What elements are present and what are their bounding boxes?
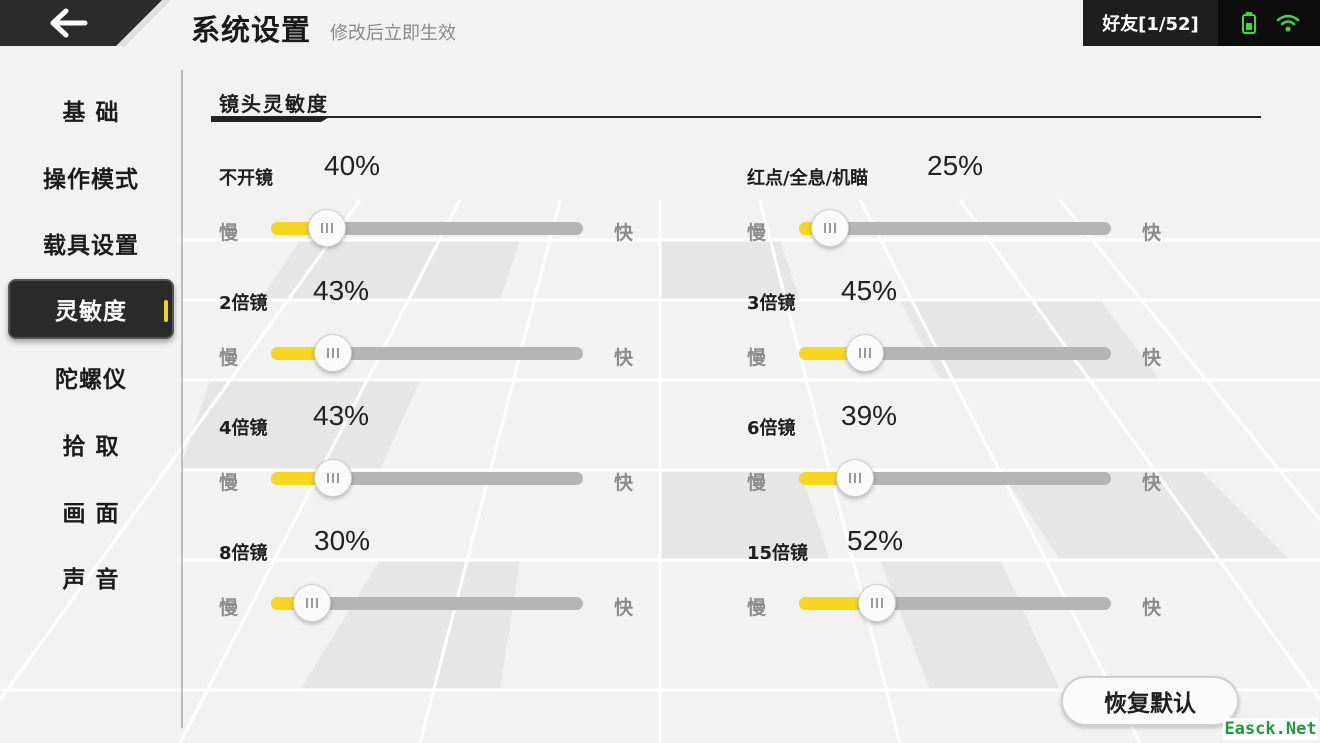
sidebar-item-gyroscope[interactable]: 陀螺仪 — [55, 367, 127, 393]
sidebar-item-sound[interactable]: 声 音 — [62, 567, 120, 593]
setting-label: 3倍镜 — [747, 293, 796, 314]
watermark: Easck.Net — [1223, 718, 1318, 740]
sidebar: 基 础 操作模式 载具设置 灵敏度 陀螺仪 拾 取 画 面 声 音 — [0, 70, 182, 730]
grip-icon — [305, 598, 318, 608]
sidebar-item-vehicle[interactable]: 载具设置 — [43, 233, 139, 259]
sensitivity-slider[interactable] — [271, 209, 583, 247]
sidebar-item-control-mode[interactable]: 操作模式 — [43, 167, 139, 193]
setting-label: 6倍镜 — [747, 418, 796, 439]
grip-icon — [849, 473, 862, 483]
sensitivity-slider[interactable] — [271, 459, 583, 497]
slider-thumb[interactable] — [292, 584, 331, 622]
back-button[interactable] — [0, 0, 150, 46]
sensitivity-slider[interactable] — [799, 459, 1111, 497]
sensitivity-setting: 6倍镜 39% 慢 快 — [739, 400, 1209, 500]
sensitivity-setting: 4倍镜 43% 慢 快 — [211, 400, 681, 500]
setting-label: 红点/全息/机瞄 — [747, 168, 869, 189]
sensitivity-setting: 8倍镜 30% 慢 快 — [211, 525, 681, 625]
sensitivity-setting: 3倍镜 45% 慢 快 — [739, 275, 1209, 375]
slider-thumb[interactable] — [314, 334, 353, 372]
slider-thumb[interactable] — [836, 459, 875, 497]
sensitivity-setting: 2倍镜 43% 慢 快 — [211, 275, 681, 375]
wifi-icon — [1276, 14, 1300, 32]
fast-label: 快 — [614, 222, 634, 244]
fast-label: 快 — [614, 347, 634, 369]
grip-icon — [871, 598, 883, 608]
fast-label: 快 — [1142, 597, 1162, 619]
section-divider — [211, 116, 1261, 118]
setting-label: 不开镜 — [219, 168, 273, 189]
sidebar-item-sensitivity[interactable]: 灵敏度 — [8, 279, 174, 339]
active-indicator — [164, 300, 168, 322]
sidebar-divider — [181, 70, 183, 728]
fast-label: 快 — [614, 472, 634, 494]
setting-label: 15倍镜 — [747, 543, 809, 564]
setting-value: 40% — [324, 150, 381, 181]
grip-icon — [327, 348, 340, 358]
setting-value: 45% — [841, 275, 898, 306]
setting-value: 39% — [841, 400, 898, 431]
sidebar-item-pickup[interactable]: 拾 取 — [62, 434, 120, 460]
sensitivity-setting: 红点/全息/机瞄 25% 慢 快 — [739, 150, 1209, 250]
sensitivity-slider[interactable] — [799, 209, 1111, 247]
grip-icon — [824, 223, 837, 233]
setting-label: 4倍镜 — [219, 418, 268, 439]
friends-button[interactable]: 好友[1/52] — [1083, 0, 1218, 46]
slider-thumb[interactable] — [308, 209, 347, 247]
status-area — [1218, 0, 1320, 46]
slow-label: 慢 — [219, 347, 239, 369]
sensitivity-slider[interactable] — [799, 584, 1111, 622]
setting-value: 30% — [314, 525, 371, 556]
setting-label: 8倍镜 — [219, 543, 268, 564]
slow-label: 慢 — [747, 472, 767, 494]
arrow-left-icon — [50, 8, 88, 38]
grip-icon — [858, 348, 871, 358]
top-bar: 系统设置 修改后立即生效 好友[1/52] — [0, 0, 1320, 47]
sidebar-item-graphics[interactable]: 画 面 — [62, 501, 120, 527]
grip-icon — [321, 223, 334, 233]
slider-fill — [799, 597, 877, 610]
slow-label: 慢 — [219, 222, 239, 244]
fast-label: 快 — [614, 597, 634, 619]
setting-value: 43% — [313, 275, 370, 306]
sensitivity-setting: 15倍镜 52% 慢 快 — [739, 525, 1209, 625]
sensitivity-slider[interactable] — [271, 334, 583, 372]
slider-thumb[interactable] — [858, 584, 896, 622]
slider-thumb[interactable] — [845, 334, 884, 372]
fast-label: 快 — [1142, 222, 1162, 244]
fast-label: 快 — [1142, 472, 1162, 494]
setting-value: 43% — [313, 400, 370, 431]
setting-label: 2倍镜 — [219, 293, 268, 314]
section-accent — [211, 116, 331, 122]
reset-default-button[interactable]: 恢复默认 — [1061, 676, 1239, 726]
setting-value: 25% — [927, 150, 984, 181]
sensitivity-setting: 不开镜 40% 慢 快 — [211, 150, 681, 250]
setting-value: 52% — [847, 525, 904, 556]
slow-label: 慢 — [747, 597, 767, 619]
fast-label: 快 — [1142, 347, 1162, 369]
sensitivity-slider[interactable] — [271, 584, 583, 622]
sensitivity-slider[interactable] — [799, 334, 1111, 372]
page-subtitle: 修改后立即生效 — [330, 23, 456, 44]
slow-label: 慢 — [219, 597, 239, 619]
slider-thumb[interactable] — [314, 459, 353, 497]
grip-icon — [327, 473, 340, 483]
sidebar-item-basic[interactable]: 基 础 — [62, 100, 120, 126]
slow-label: 慢 — [747, 222, 767, 244]
slow-label: 慢 — [747, 347, 767, 369]
slow-label: 慢 — [219, 472, 239, 494]
section-title: 镜头灵敏度 — [219, 92, 329, 116]
battery-icon — [1242, 12, 1256, 34]
slider-thumb[interactable] — [811, 209, 850, 247]
page-title: 系统设置 — [191, 13, 312, 47]
